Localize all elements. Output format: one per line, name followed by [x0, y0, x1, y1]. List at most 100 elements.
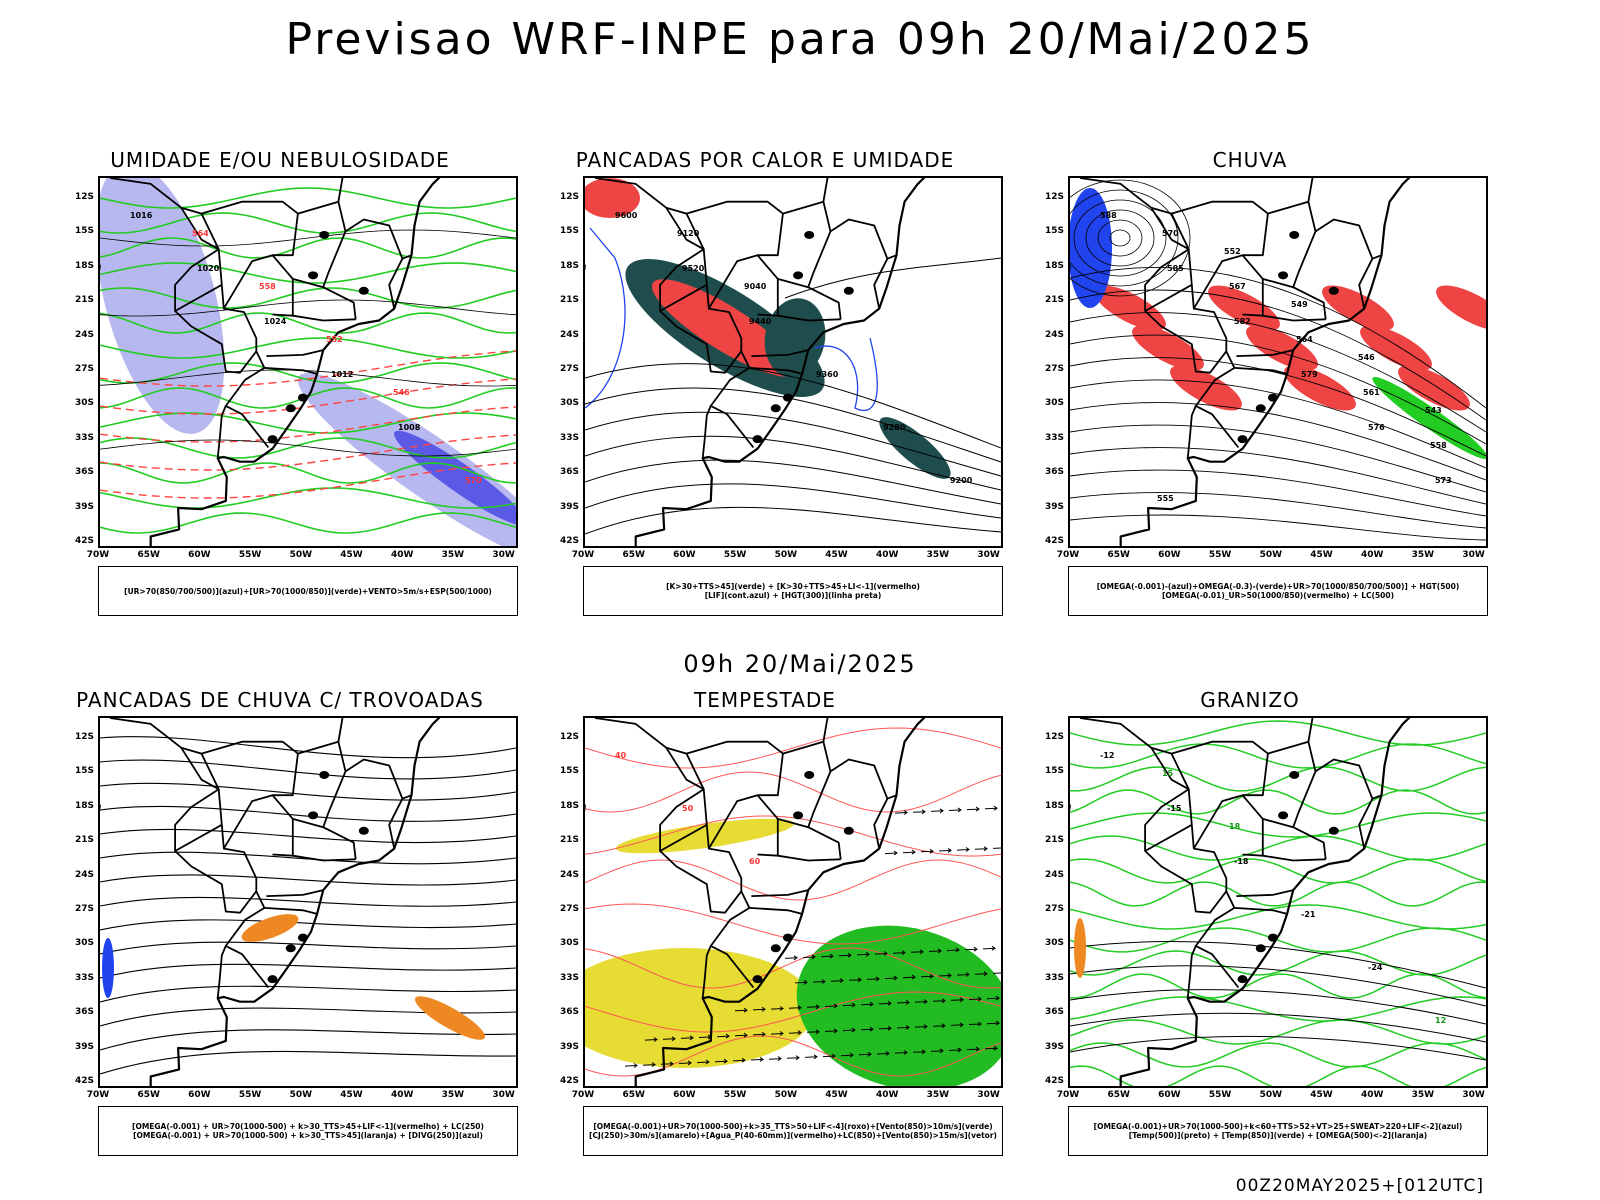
lake-mark [285, 404, 296, 413]
map-panel-6: GRANIZO 12S 15S 18S 21S 24S 27S 30S 33S 36S 39S 42S… [1020, 688, 1488, 1168]
lake-mark [285, 944, 296, 953]
lat-tick-label: 18S [1044, 800, 1064, 811]
lon-tick-label: 50W [289, 1090, 313, 1100]
border-line [1171, 740, 1269, 797]
border-line [174, 310, 258, 374]
contour-label: 1020 [197, 264, 220, 273]
lake-mark [752, 975, 763, 984]
lake-mark [358, 286, 369, 295]
lon-tick-label: 60W [1158, 1090, 1181, 1100]
lon-tick-label: 30W [977, 1090, 1000, 1100]
border-line [757, 853, 841, 862]
contour-label: 50 [682, 804, 694, 813]
border-line [297, 740, 347, 828]
contour-label: 60 [749, 857, 761, 866]
lat-tick-label: 39S [1044, 501, 1064, 512]
lat-tick-label: 39S [74, 501, 94, 512]
lat-tick-label: 15S [1044, 226, 1064, 237]
red-rain-area-0 [1094, 285, 1166, 331]
border-line [109, 718, 270, 989]
lon-tick-label: 45W [340, 1090, 363, 1100]
border-line [216, 405, 227, 459]
legend-line: [OMEGA(-0.001)+UR>70(1000-500)+k>35_TTS>… [593, 1122, 993, 1131]
border-line [1307, 178, 1314, 202]
lon-tick-label: 55W [723, 1090, 747, 1100]
lat-tick-label: 36S [559, 1007, 579, 1018]
border-line [751, 349, 809, 357]
contour-label: 40 [615, 751, 627, 760]
border-line [1193, 254, 1327, 320]
contour-label: 570 [1162, 229, 1179, 238]
map-canvas: 40 50 60 [585, 718, 1001, 1086]
lat-tick-label: 21S [1044, 835, 1064, 846]
contour-label: 576 [1368, 423, 1385, 432]
contour-label: 1008 [398, 423, 421, 432]
run-info-footer: 00Z20MAY2025+[012UTC] [1235, 1176, 1484, 1196]
lon-tick-label: 60W [188, 1090, 211, 1100]
lat-tick-label: 30S [1044, 398, 1064, 409]
lon-tick-label: 30W [1462, 1090, 1485, 1100]
contour-label: 567 [1229, 282, 1246, 291]
lat-tick-label: 33S [74, 972, 94, 983]
lake-mark [1255, 944, 1266, 953]
lat-tick-label: 39S [559, 501, 579, 512]
lat-tick-label: 39S [1044, 1041, 1064, 1052]
lon-tick-label: 60W [1158, 550, 1181, 560]
lake-mark [319, 230, 330, 239]
border-line [1242, 853, 1326, 862]
lat-tick-label: 42S [559, 536, 579, 546]
coastline-east [149, 718, 456, 1086]
red-rain-area-9 [1436, 285, 1486, 331]
map-canvas: 588 585 582 579 576 573 570 567 564 561 558 555 552 5… [1070, 178, 1486, 546]
yellow-jet-band [615, 818, 795, 854]
contour-label: 9040 [744, 282, 767, 291]
contour-label: 579 [1301, 370, 1318, 379]
border-line [345, 758, 404, 849]
border-line [266, 349, 324, 357]
contour-label: 585 [1167, 264, 1184, 273]
contour-label: 588 [1100, 211, 1117, 220]
lat-tick-label: 33S [1044, 432, 1064, 443]
border-line [1079, 718, 1240, 989]
map-area: 40 50 60 [583, 716, 1003, 1088]
lon-tick-label: 30W [1462, 550, 1485, 560]
low-pressure-contour [1085, 209, 1155, 267]
lon-tick-label: 65W [137, 550, 160, 560]
map-area [98, 716, 518, 1088]
contour-label: 12 [1435, 1016, 1446, 1025]
map-canvas: -12 -15 -18 -21 -24 12 15 18 [1070, 718, 1486, 1086]
lake-mark [1289, 230, 1300, 239]
border-line [1236, 889, 1294, 897]
border-line [1144, 207, 1193, 312]
lake-mark [1278, 271, 1289, 280]
border-line [822, 718, 829, 742]
contour-label: 1016 [130, 211, 153, 220]
border-line [402, 794, 412, 800]
border-line [272, 853, 356, 862]
map-canvas: 1016 1020 1024 1012 1008 570 564 558 552 546 [100, 178, 516, 546]
contour-label: -24 [1368, 963, 1383, 972]
lon-tick-label: 40W [1360, 1090, 1384, 1100]
border-line [822, 178, 829, 202]
lat-tick-label: 21S [74, 835, 94, 846]
map-area: 1016 1020 1024 1012 1008 570 564 558 552 546 [98, 176, 518, 548]
lat-tick-label: 21S [74, 295, 94, 306]
red-rain-area-6 [1322, 285, 1394, 331]
border-line [264, 907, 318, 915]
lat-tick-label: 33S [1044, 972, 1064, 983]
border-line [1242, 313, 1326, 322]
lat-tick-label: 27S [559, 364, 579, 374]
lat-tick-label: 15S [74, 226, 94, 237]
lat-tick-label: 15S [559, 766, 579, 777]
lake-mark [752, 435, 763, 444]
lat-tick-label: 30S [1044, 938, 1064, 949]
lake-mark [770, 404, 781, 413]
map-area: -12 -15 -18 -21 -24 12 15 18 [1068, 716, 1488, 1088]
contour-label: 9280 [883, 423, 906, 432]
border-line [686, 740, 784, 797]
lat-tick-label: 39S [559, 1041, 579, 1052]
map-panel-3: CHUVA 12S 15S 18S 21S 24S 27S 30S 33S 36S 39S 42S 70… [1020, 148, 1488, 628]
lat-tick-label: 15S [74, 766, 94, 777]
lon-tick-label: 45W [340, 550, 363, 560]
lake-mark [308, 271, 319, 280]
